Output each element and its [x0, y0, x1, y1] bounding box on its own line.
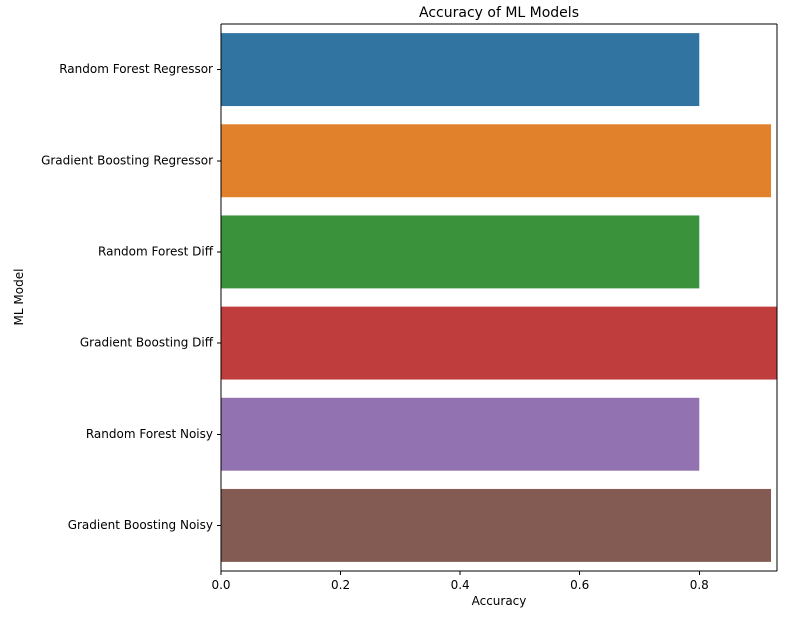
x-tick-label: 0.4 — [451, 578, 470, 592]
y-tick-label: Gradient Boosting Noisy — [68, 518, 213, 532]
x-tick-label: 0.8 — [690, 578, 709, 592]
y-tick-label: Random Forest Diff — [98, 244, 214, 258]
chart-title: Accuracy of ML Models — [419, 5, 579, 21]
bar-random-forest-noisy — [221, 397, 700, 471]
y-tick-label: Random Forest Regressor — [59, 62, 213, 76]
bars-group — [221, 33, 777, 562]
y-tick-label: Gradient Boosting Diff — [80, 336, 214, 350]
bar-gradient-boosting-diff — [221, 306, 777, 380]
y-axis-ticks: Random Forest Regressor Gradient Boosting… — [41, 62, 221, 532]
x-tick-label: 0.6 — [570, 578, 589, 592]
x-tick-label: 0.2 — [331, 578, 350, 592]
bar-random-forest-regressor — [221, 33, 700, 107]
bar-gradient-boosting-regressor — [221, 124, 772, 198]
y-tick-label: Random Forest Noisy — [86, 427, 213, 441]
y-tick-label: Gradient Boosting Regressor — [41, 153, 213, 167]
x-tick-label: 0.0 — [211, 578, 230, 592]
bar-gradient-boosting-noisy — [221, 488, 772, 562]
y-axis-title: ML Model — [12, 269, 26, 326]
x-axis-ticks: 0.0 0.2 0.4 0.6 0.8 — [211, 571, 709, 592]
bar-random-forest-diff — [221, 215, 700, 289]
x-axis-title: Accuracy — [472, 594, 527, 608]
